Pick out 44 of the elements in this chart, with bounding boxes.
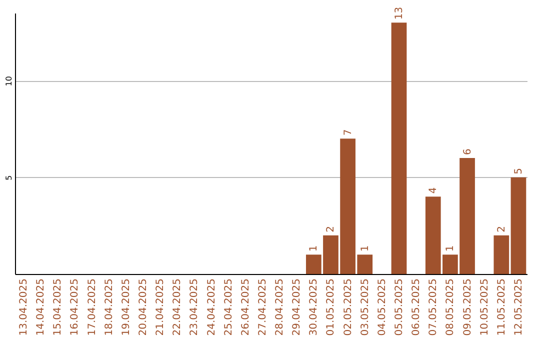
data-label: 2: [496, 226, 508, 232]
x-tick-label: 19.04.2025: [120, 278, 132, 336]
x-tick-label: 11.05.2025: [496, 278, 508, 336]
x-tick-label: 28.04.2025: [274, 278, 286, 336]
x-tick-label: 02.05.2025: [342, 278, 354, 336]
x-tick-label: 12.05.2025: [513, 278, 524, 336]
x-tick-label: 05.05.2025: [394, 278, 405, 336]
x-tick-label: 07.05.2025: [428, 278, 440, 336]
x-tick-label: 01.05.2025: [326, 278, 337, 336]
x-tick-label: 04.05.2025: [376, 278, 388, 336]
bar: [510, 177, 526, 274]
x-tick-label: 13.04.2025: [18, 278, 30, 336]
x-tick-label: 27.04.2025: [257, 278, 268, 336]
data-label: 1: [308, 245, 320, 252]
x-tick-label: 17.04.2025: [86, 278, 98, 336]
data-label: 6: [462, 148, 474, 155]
x-tick-label: 03.05.2025: [360, 278, 371, 336]
bar: [494, 235, 510, 274]
x-tick-label: 29.04.2025: [292, 278, 303, 336]
x-tick-label: 25.04.2025: [223, 278, 234, 336]
x-tick-label: 20.04.2025: [138, 278, 149, 336]
x-tick-label: 08.05.2025: [445, 278, 456, 336]
x-tick-label: 22.04.2025: [172, 278, 184, 336]
data-label: 13: [394, 6, 405, 20]
bar: [391, 22, 407, 274]
x-tick-label: 30.04.2025: [308, 278, 320, 336]
x-tick-label: 21.04.2025: [155, 278, 166, 336]
data-label: 5: [513, 168, 524, 174]
x-tick-label: 24.04.2025: [206, 278, 218, 336]
x-tick-label: 16.04.2025: [70, 278, 81, 336]
x-tick-label: 09.05.2025: [462, 278, 474, 336]
x-tick-label: 15.04.2025: [52, 278, 64, 336]
data-label: 1: [360, 245, 371, 252]
x-tick-label: 14.04.2025: [36, 278, 47, 336]
y-tick-label: 10: [4, 76, 14, 86]
x-tick-label: 18.04.2025: [104, 278, 115, 336]
data-label: 7: [342, 129, 354, 136]
x-tick-label: 10.05.2025: [479, 278, 490, 336]
data-label: 1: [445, 245, 456, 252]
x-tick-label: 23.04.2025: [189, 278, 200, 336]
data-label: 2: [326, 226, 337, 232]
x-tick-label: 26.04.2025: [240, 278, 252, 336]
x-tick-label: 06.05.2025: [411, 278, 422, 336]
data-label: 4: [428, 187, 440, 194]
